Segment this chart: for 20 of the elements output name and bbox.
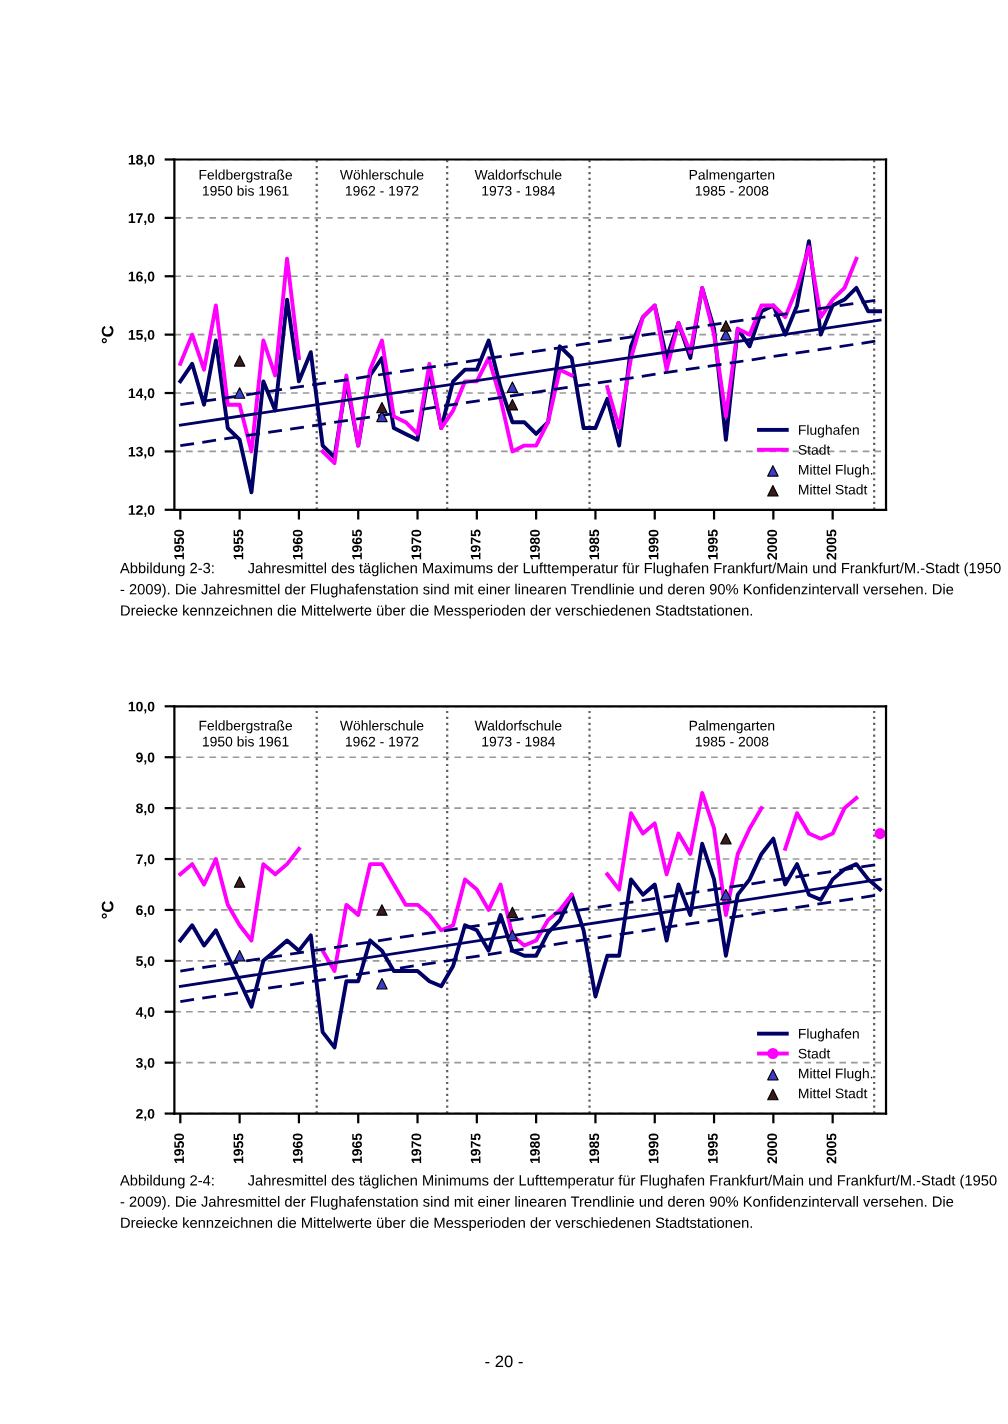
point bbox=[233, 387, 246, 399]
y-axis-title: °C bbox=[101, 901, 114, 919]
point bbox=[376, 904, 388, 916]
point bbox=[506, 929, 519, 942]
point bbox=[720, 832, 732, 845]
point bbox=[233, 876, 246, 888]
point bbox=[376, 401, 388, 414]
line-series bbox=[178, 239, 883, 495]
y-axis-title: °C bbox=[101, 325, 114, 344]
point bbox=[720, 320, 732, 332]
point bbox=[506, 906, 519, 919]
point bbox=[233, 355, 246, 367]
line-series bbox=[178, 836, 883, 1050]
point bbox=[506, 381, 519, 393]
point bbox=[720, 888, 732, 901]
point bbox=[874, 828, 886, 840]
text: - 20 - bbox=[485, 1355, 523, 1368]
point bbox=[506, 398, 519, 411]
point bbox=[376, 978, 388, 990]
point bbox=[233, 950, 246, 962]
